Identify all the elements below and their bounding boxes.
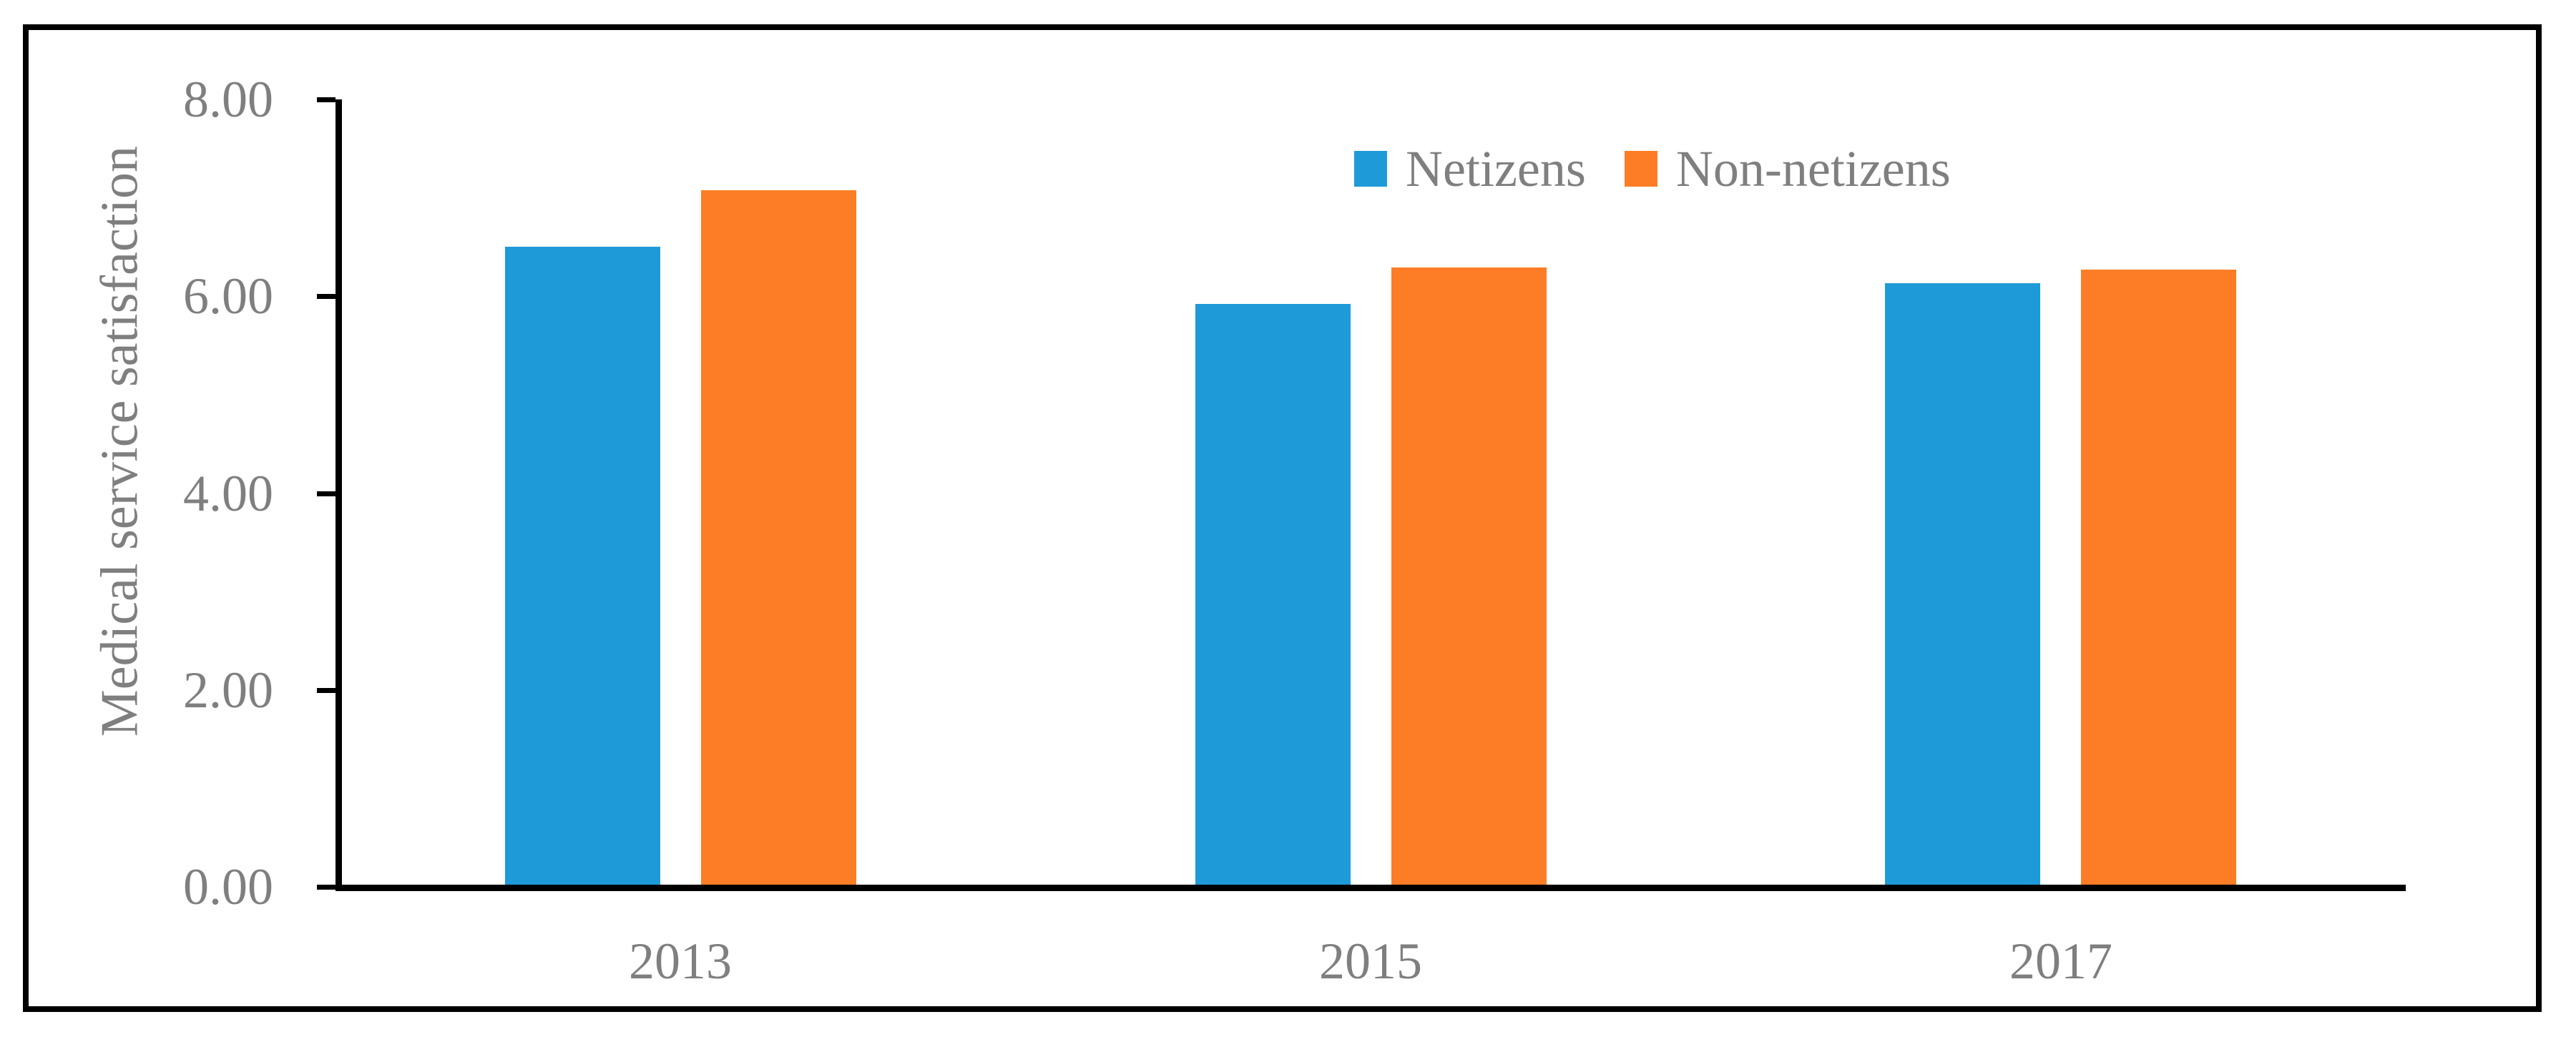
x-axis-line bbox=[336, 885, 2406, 891]
y-tick-label: 2.00 bbox=[183, 662, 273, 719]
bar-non-netizens-2015 bbox=[1391, 267, 1547, 885]
bar-netizens-2013 bbox=[505, 247, 660, 885]
legend-item-non-netizens: Non-netizens bbox=[1624, 140, 1951, 197]
y-tick-mark bbox=[317, 688, 336, 693]
legend-item-netizens: Netizens bbox=[1354, 143, 1586, 195]
legend-swatch-icon bbox=[1624, 151, 1657, 187]
y-tick-mark bbox=[317, 885, 336, 890]
y-tick-label: 0.00 bbox=[183, 858, 273, 915]
legend-label: Non-netizens bbox=[1675, 140, 1951, 197]
bar-non-netizens-2013 bbox=[701, 190, 856, 885]
y-tick-label: 8.00 bbox=[183, 71, 273, 128]
x-category-label: 2015 bbox=[1319, 933, 1422, 990]
y-tick-mark bbox=[317, 97, 336, 102]
y-tick-mark bbox=[317, 491, 336, 496]
bar-non-netizens-2017 bbox=[2081, 270, 2236, 885]
x-category-label: 2013 bbox=[629, 933, 732, 990]
legend: Netizens Non-netizens bbox=[1354, 143, 1951, 195]
legend-label: Netizens bbox=[1406, 140, 1586, 197]
y-tick-mark bbox=[317, 294, 336, 299]
y-axis-line bbox=[336, 99, 342, 891]
y-tick-label: 6.00 bbox=[183, 267, 273, 325]
y-tick-label: 4.00 bbox=[183, 465, 273, 522]
bar-netizens-2015 bbox=[1195, 304, 1351, 885]
y-axis-title: Medical service satisfaction bbox=[90, 146, 150, 737]
x-category-label: 2017 bbox=[2009, 933, 2112, 990]
bar-netizens-2017 bbox=[1885, 283, 2040, 885]
legend-swatch-icon bbox=[1354, 151, 1387, 187]
